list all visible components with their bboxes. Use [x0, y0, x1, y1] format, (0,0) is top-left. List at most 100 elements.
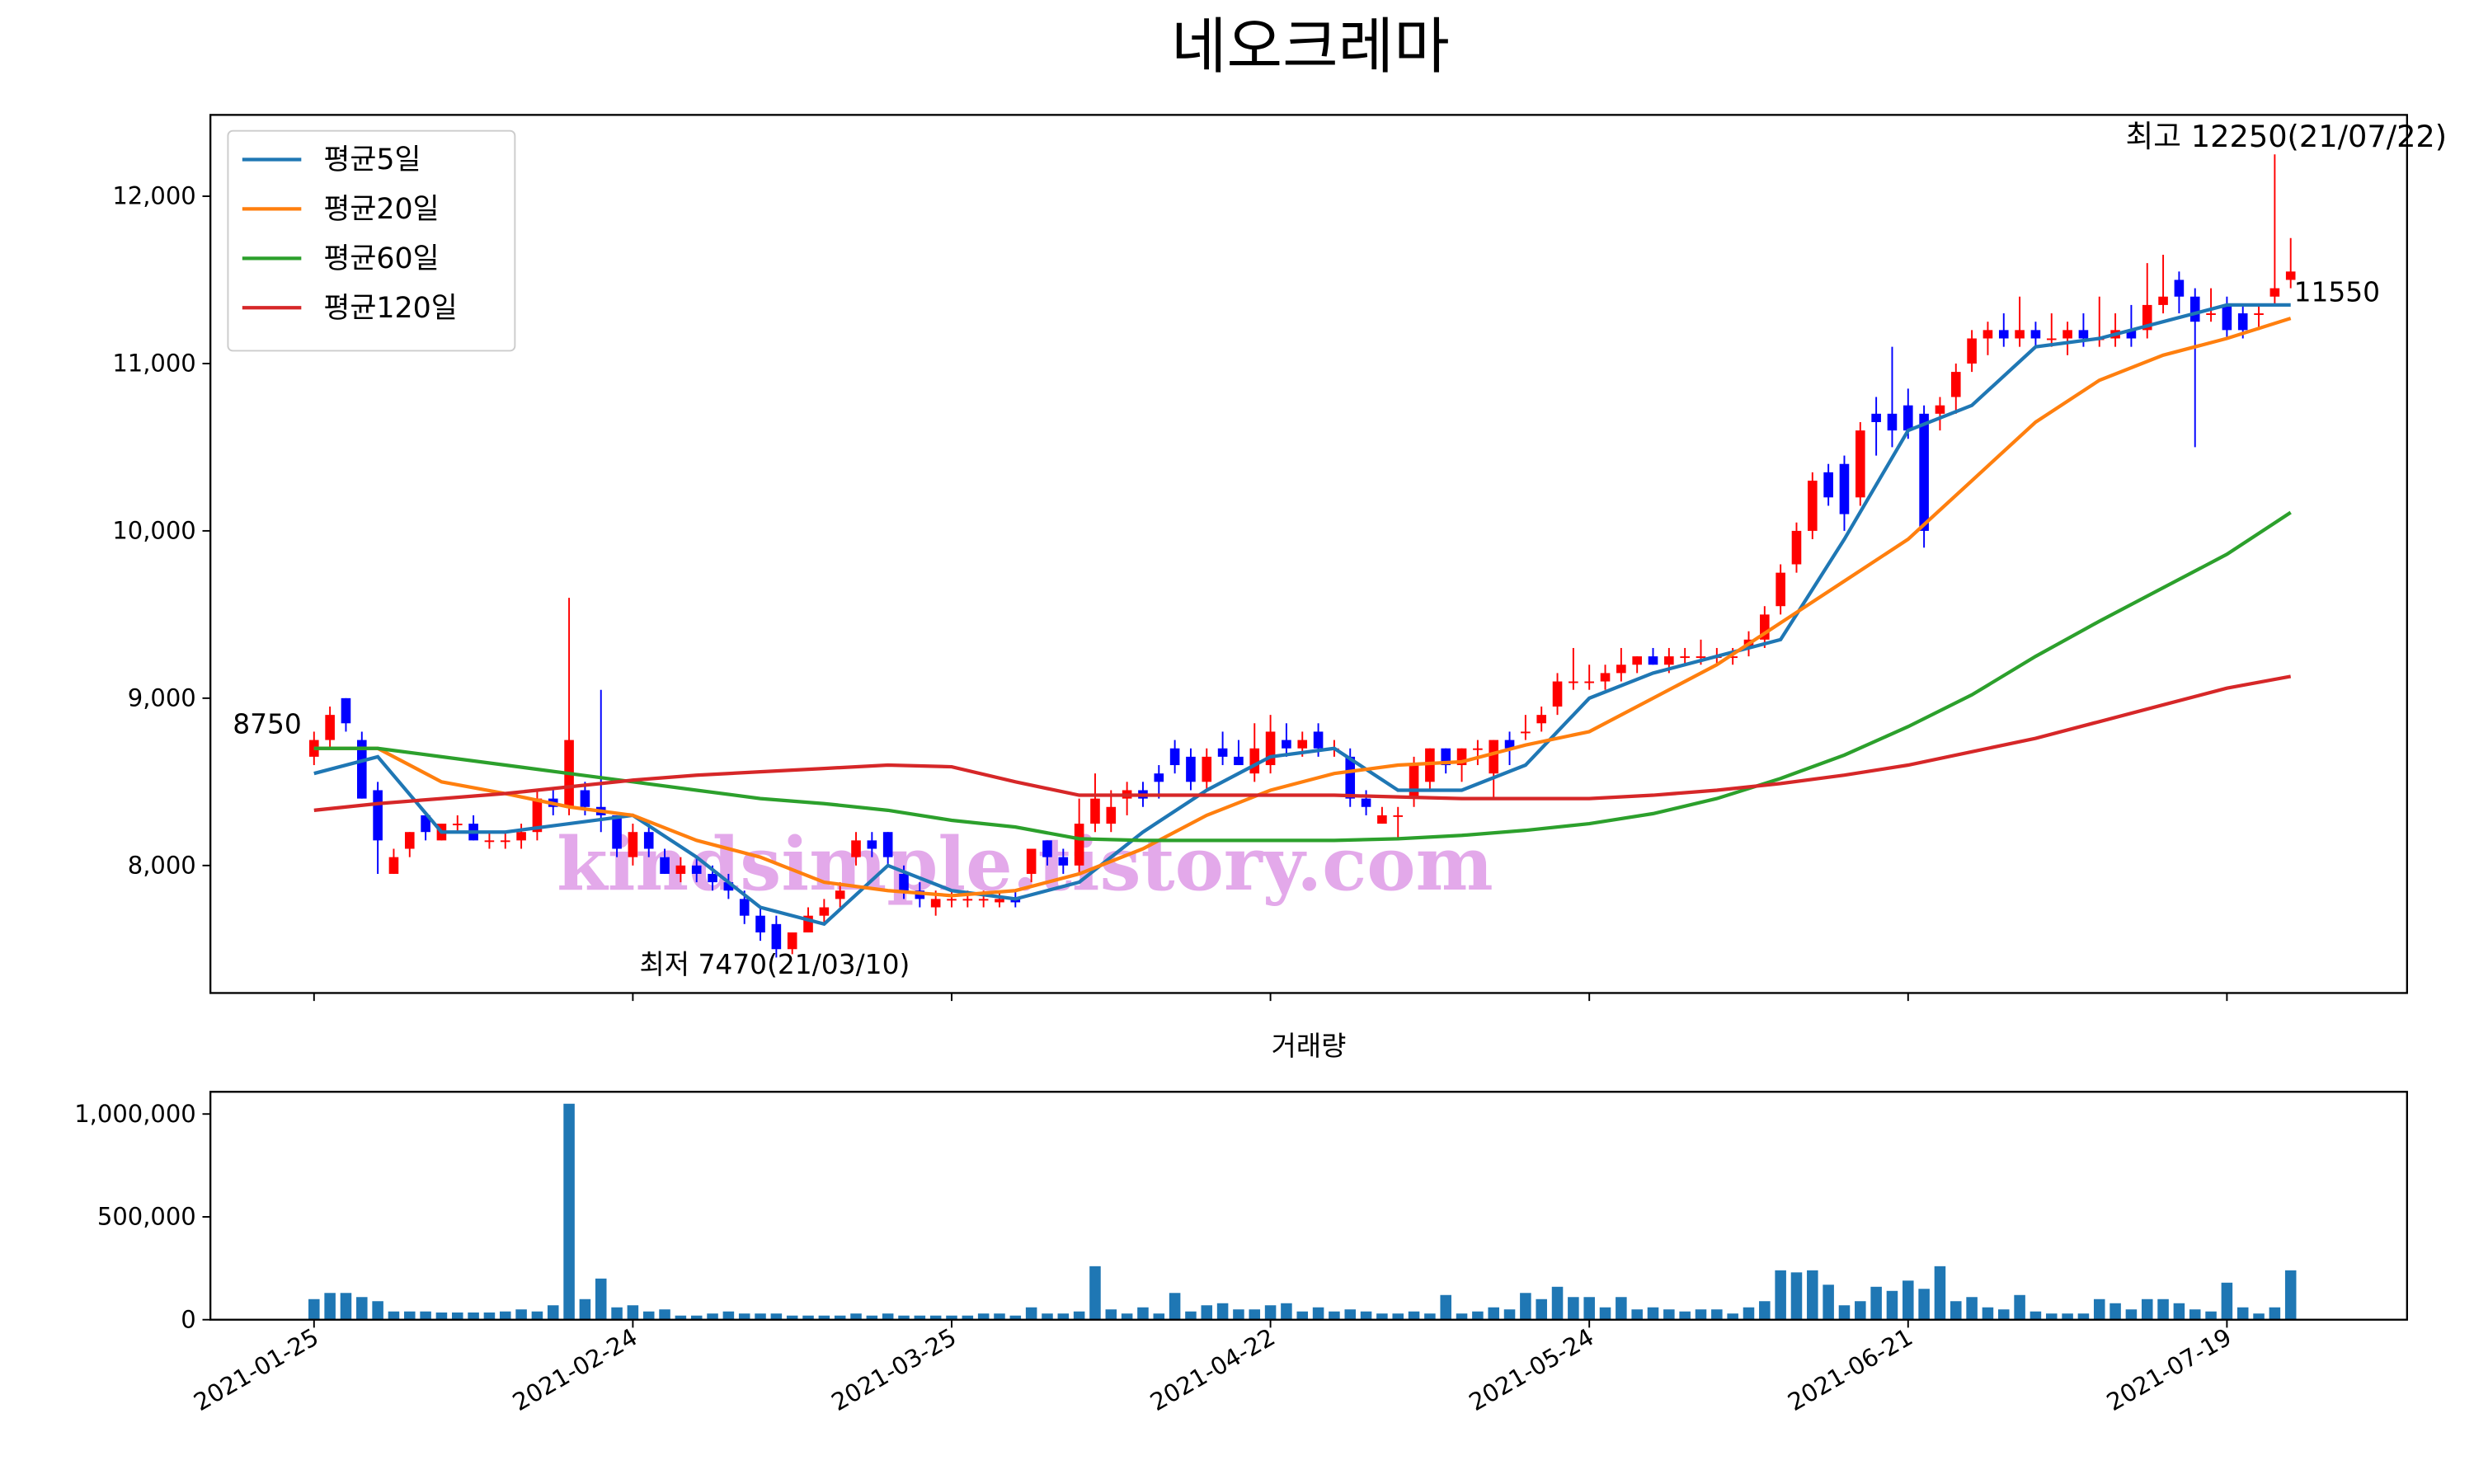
candle-body: [1074, 824, 1084, 866]
volume-bar: [2236, 1307, 2249, 1320]
legend-label: 평균20일: [323, 193, 439, 226]
volume-bar: [977, 1313, 990, 1320]
volume-bar: [595, 1278, 607, 1320]
volume-bar: [1966, 1297, 1978, 1320]
ma-line: [313, 317, 2292, 898]
volume-bar: [1679, 1311, 1691, 1320]
candle-body: [1265, 731, 1276, 766]
candle-body: [2206, 313, 2216, 315]
candle-body: [1217, 748, 1228, 757]
volume-bar: [388, 1311, 400, 1320]
candle-body: [1313, 731, 1324, 749]
candle-body: [708, 873, 717, 883]
volume-bar: [1918, 1289, 1930, 1320]
candle-body: [851, 840, 861, 857]
candle-body: [1680, 656, 1690, 659]
ma-line: [313, 510, 2292, 843]
candle-body: [1186, 756, 1196, 782]
volume-bar: [1998, 1309, 2010, 1320]
volume-bar: [962, 1315, 974, 1320]
candle-body: [882, 832, 893, 857]
candle-body: [1042, 840, 1052, 857]
volume-bar: [770, 1313, 783, 1320]
candle-body: [2237, 313, 2248, 331]
volume-bar: [468, 1312, 479, 1320]
candle-body: [1297, 740, 1308, 749]
candle-body: [1632, 656, 1642, 665]
volume-bar: [2173, 1303, 2185, 1320]
volume-bar: [1169, 1293, 1181, 1320]
volume-bar: [1711, 1309, 1723, 1320]
candle-body: [1154, 773, 1164, 782]
volume-bar: [2062, 1313, 2073, 1320]
candle-body: [1473, 748, 1483, 750]
volume-bar: [738, 1313, 750, 1320]
volume-bar: [1344, 1309, 1357, 1320]
candle-body: [484, 840, 495, 843]
y-tick-label: 500,000: [97, 1203, 196, 1231]
candle-body: [1871, 413, 1881, 422]
volume-bar: [1264, 1305, 1277, 1320]
candle-body: [835, 890, 845, 899]
volume-bar: [356, 1297, 368, 1320]
candle-body: [899, 873, 909, 891]
volume-bar: [1870, 1286, 1882, 1320]
candle-body: [930, 899, 941, 908]
volume-bar: [420, 1311, 431, 1320]
volume-bar: [1121, 1313, 1133, 1320]
y-tick-label: 10,000: [112, 517, 195, 545]
legend-box: [227, 129, 516, 352]
volume-bar: [2141, 1298, 2153, 1320]
volume-bar: [1424, 1313, 1436, 1320]
volume-bar: [834, 1315, 846, 1320]
candle-body: [516, 832, 526, 841]
candle-body: [1090, 798, 1100, 824]
candle-body: [628, 832, 638, 857]
volume-bar: [1838, 1305, 1851, 1320]
volume-bar: [2109, 1303, 2121, 1320]
candle-body: [1504, 740, 1515, 749]
volume-bar: [850, 1313, 862, 1320]
x-tick-label: 2021-06-21: [1783, 1322, 1917, 1416]
volume-bar: [404, 1311, 416, 1320]
candle-body: [373, 790, 383, 841]
y-tick-label: 1,000,000: [74, 1100, 196, 1128]
x-tick-label: 2021-02-24: [508, 1322, 642, 1416]
x-tick-label: 2021-01-25: [189, 1322, 323, 1416]
candle-body: [612, 815, 622, 849]
volume-bar: [1009, 1315, 1022, 1320]
candle-body: [1728, 656, 1738, 659]
volume-bar: [1536, 1298, 1547, 1320]
volume-bar: [1249, 1309, 1261, 1320]
candle-body: [2046, 338, 2057, 340]
volume-bar: [914, 1315, 926, 1320]
volume-bar: [1329, 1311, 1340, 1320]
candle-body: [675, 865, 686, 874]
candle-body: [1202, 756, 1212, 782]
volume-bar: [1392, 1313, 1404, 1320]
candle-body: [325, 715, 335, 740]
candle-body: [388, 857, 399, 874]
candle-body: [341, 697, 351, 724]
candle-body: [1998, 330, 2009, 339]
ma-line: [313, 303, 2291, 927]
candle-body: [1441, 748, 1451, 766]
candle-body: [1377, 815, 1387, 824]
candle-body: [962, 899, 973, 901]
candle-body: [1345, 756, 1356, 799]
candle-body: [1106, 806, 1117, 824]
volume-bar: [1950, 1301, 1962, 1320]
volume-bar: [1631, 1309, 1643, 1320]
volume-bar: [1440, 1294, 1451, 1320]
volume-bar: [1057, 1313, 1070, 1320]
plot-frame: [209, 114, 2408, 994]
volume-bar: [1456, 1313, 1468, 1320]
volume-bar: [898, 1315, 910, 1320]
watermark: kindsimple.tistory.com: [557, 821, 1493, 907]
candle-body: [1169, 748, 1180, 766]
volume-bar: [1775, 1270, 1786, 1320]
candle-body: [1967, 338, 1977, 364]
candle-body: [1760, 614, 1770, 640]
volume-bar: [1216, 1303, 1229, 1320]
